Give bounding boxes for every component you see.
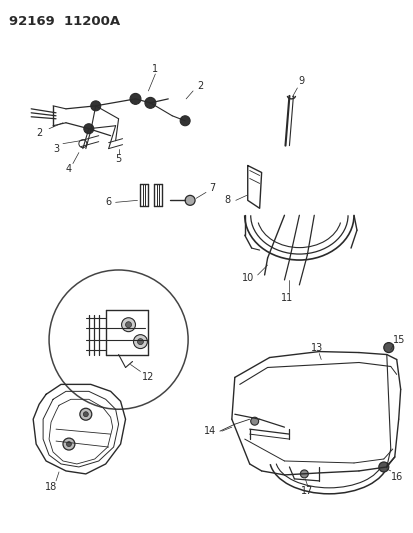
Text: 2: 2 xyxy=(36,128,42,138)
Circle shape xyxy=(300,470,308,478)
Circle shape xyxy=(83,411,88,417)
Text: 13: 13 xyxy=(311,343,323,352)
Circle shape xyxy=(378,462,388,472)
Circle shape xyxy=(130,93,140,104)
Text: 15: 15 xyxy=(392,335,404,345)
Text: 12: 12 xyxy=(142,373,154,382)
Text: 1: 1 xyxy=(152,64,158,74)
Circle shape xyxy=(66,441,71,447)
Text: 92169  11200A: 92169 11200A xyxy=(9,15,120,28)
Text: 17: 17 xyxy=(300,486,313,496)
Circle shape xyxy=(121,318,135,332)
Text: 18: 18 xyxy=(45,482,57,492)
Circle shape xyxy=(137,338,143,345)
Text: 5: 5 xyxy=(115,154,121,164)
Circle shape xyxy=(180,116,190,126)
Text: 2: 2 xyxy=(197,81,203,91)
Text: 3: 3 xyxy=(53,143,59,154)
Circle shape xyxy=(383,343,393,352)
Text: 6: 6 xyxy=(105,197,112,207)
Circle shape xyxy=(125,322,131,328)
Text: 4: 4 xyxy=(66,164,72,174)
Circle shape xyxy=(185,196,195,205)
Text: 8: 8 xyxy=(224,196,230,205)
Circle shape xyxy=(80,408,92,420)
Circle shape xyxy=(63,438,75,450)
Text: 14: 14 xyxy=(203,426,216,436)
Text: 7: 7 xyxy=(208,183,215,193)
Text: 9: 9 xyxy=(298,76,304,86)
Circle shape xyxy=(133,335,147,349)
Text: 11: 11 xyxy=(281,293,293,303)
Text: 16: 16 xyxy=(389,472,402,482)
Circle shape xyxy=(250,417,258,425)
Circle shape xyxy=(145,98,155,108)
Text: 10: 10 xyxy=(241,273,253,283)
Circle shape xyxy=(90,101,100,111)
Circle shape xyxy=(83,124,93,134)
